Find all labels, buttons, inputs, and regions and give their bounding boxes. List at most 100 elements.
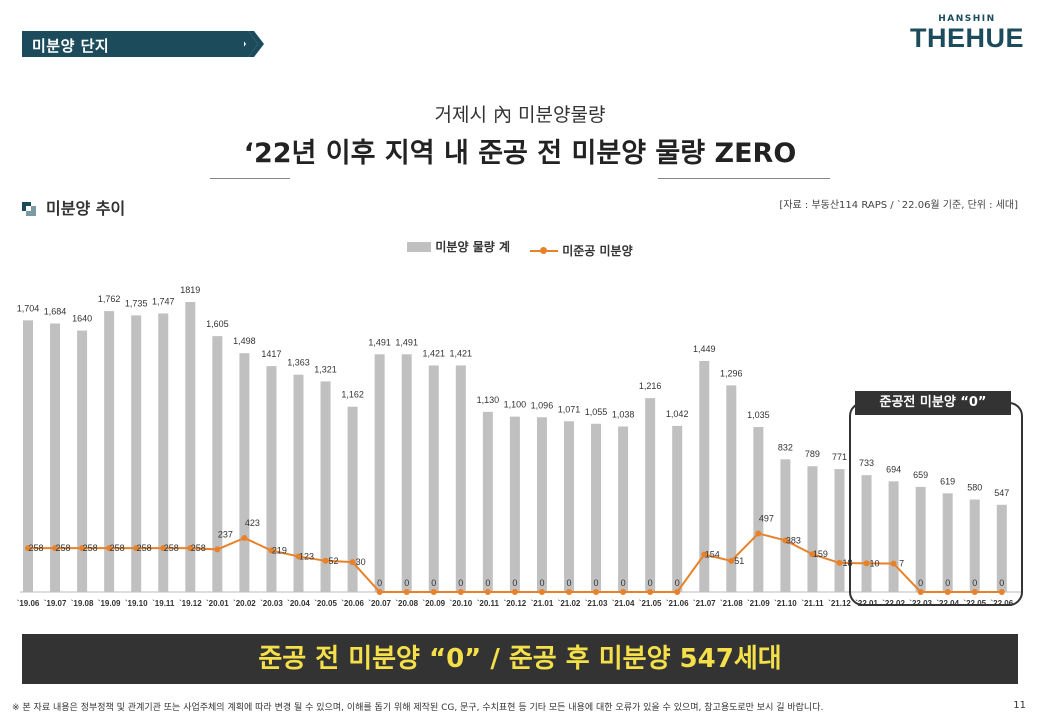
bar-value-label: 733 xyxy=(859,458,874,468)
x-tick-label: `20.09 xyxy=(422,599,445,608)
line-point xyxy=(863,560,870,567)
line-point xyxy=(376,589,383,595)
line-value-label: 0 xyxy=(431,578,436,588)
bar-value-label: 1,421 xyxy=(422,348,445,358)
bar xyxy=(672,425,683,592)
line-point xyxy=(187,545,194,552)
bar xyxy=(77,330,88,592)
x-tick-label: `21.09 xyxy=(747,599,770,608)
bar-value-label: 694 xyxy=(886,464,901,474)
line-value-label: 30 xyxy=(356,557,366,567)
line-value-label: 7 xyxy=(899,559,904,569)
x-tick-label: `21.05 xyxy=(639,599,662,608)
line-point xyxy=(322,557,329,564)
line-value-label: 258 xyxy=(56,543,71,553)
line-value-label: 258 xyxy=(110,543,125,553)
bar-value-label: 1819 xyxy=(180,285,200,295)
line-point xyxy=(268,547,275,554)
x-tick-label: `20.11 xyxy=(477,599,500,608)
x-tick-label: `21.01 xyxy=(531,599,554,608)
line-value-label: 51 xyxy=(734,556,744,566)
bar xyxy=(834,469,845,592)
line-value-label: 237 xyxy=(218,529,233,539)
x-tick-label: `22.03 xyxy=(909,599,932,608)
bar xyxy=(915,486,926,592)
bar-value-label: 771 xyxy=(832,452,847,462)
x-tick-label: `21.07 xyxy=(693,599,716,608)
x-tick-label: `20.12 xyxy=(504,599,527,608)
line-point xyxy=(160,545,167,552)
legend-bar-label: 미분양 물량 계 xyxy=(435,240,510,254)
title-rule-left xyxy=(210,178,290,179)
bar-value-label: 832 xyxy=(778,442,793,452)
bar xyxy=(293,374,304,592)
x-tick-label: `19.10 xyxy=(125,599,148,608)
bar xyxy=(185,302,196,592)
line-value-label: 0 xyxy=(621,578,626,588)
bar-value-label: 1,042 xyxy=(666,409,689,419)
bar xyxy=(104,311,115,592)
bar xyxy=(996,504,1007,592)
line-point xyxy=(998,589,1005,595)
bar-value-label: 1,296 xyxy=(720,368,743,378)
line-point xyxy=(674,589,681,595)
bar xyxy=(131,315,142,592)
line-point xyxy=(430,589,437,595)
bar-value-label: 1,130 xyxy=(477,395,500,405)
bar xyxy=(266,366,277,592)
source-note: [자료 : 부동산114 RAPS / `22.06월 기준, 단위 : 세대] xyxy=(779,200,1018,211)
legend-line-label: 미준공 미분양 xyxy=(562,244,633,258)
line-point xyxy=(566,589,572,595)
bar xyxy=(618,426,629,592)
x-tick-label: `20.04 xyxy=(287,599,310,608)
line-value-label: 258 xyxy=(191,543,206,553)
page-title: ‘22년 이후 지역 내 준공 전 미분양 물량 ZERO xyxy=(243,138,797,169)
x-tick-label: `19.08 xyxy=(71,599,94,608)
line-value-label: 0 xyxy=(918,578,923,588)
legend-item-line: 미준공 미분양 xyxy=(530,242,633,259)
bar-value-label: 1,321 xyxy=(314,364,337,374)
section-tag-bar xyxy=(22,31,244,57)
line-value-label: 10 xyxy=(870,558,880,568)
page-subtitle: 거제시 內 미분양물량 xyxy=(434,104,606,126)
line-point xyxy=(511,589,518,595)
section-tag-label: 미분양 단지 xyxy=(32,37,110,55)
bar-value-label: 1,421 xyxy=(450,348,473,358)
line-value-label: 0 xyxy=(512,578,517,588)
x-tick-label: `22.02 xyxy=(882,599,905,608)
bar-value-label: 1,491 xyxy=(395,337,418,347)
x-tick-label: `21.02 xyxy=(558,599,581,608)
line-value-label: 0 xyxy=(404,578,409,588)
line-point xyxy=(755,530,762,537)
x-tick-label: `22.01 xyxy=(855,599,878,608)
line-point xyxy=(25,545,31,552)
line-point xyxy=(647,589,654,595)
legend-item-bar: 미분양 물량 계 xyxy=(407,238,510,255)
bar xyxy=(645,398,656,592)
x-tick-label: `20.07 xyxy=(368,599,391,608)
x-tick-label: `21.08 xyxy=(720,599,743,608)
x-tick-label: `19.06 xyxy=(17,599,40,608)
bar xyxy=(50,323,61,592)
bar xyxy=(428,365,439,592)
bar xyxy=(482,411,493,592)
bar xyxy=(509,416,520,592)
title-rule-right xyxy=(658,178,830,179)
bar xyxy=(591,423,602,592)
bar-value-label: 1,038 xyxy=(612,410,635,420)
section-square-icon xyxy=(22,201,36,216)
bar-value-label: 1640 xyxy=(72,314,92,324)
bar xyxy=(212,336,223,592)
x-tick-label: `22.05 xyxy=(963,599,986,608)
x-tick-label: `19.07 xyxy=(44,599,67,608)
section-tag: 미분양 단지 xyxy=(22,31,264,57)
bar-value-label: 1,605 xyxy=(206,319,229,329)
bar-value-label: 1417 xyxy=(261,349,281,359)
line-point xyxy=(620,589,627,595)
x-tick-label: `19.12 xyxy=(179,599,202,608)
bar-value-label: 789 xyxy=(805,449,820,459)
bar xyxy=(158,313,169,592)
line-value-label: 0 xyxy=(648,578,653,588)
bar-value-label: 1,071 xyxy=(558,404,581,414)
x-tick-label: `21.04 xyxy=(612,599,635,608)
